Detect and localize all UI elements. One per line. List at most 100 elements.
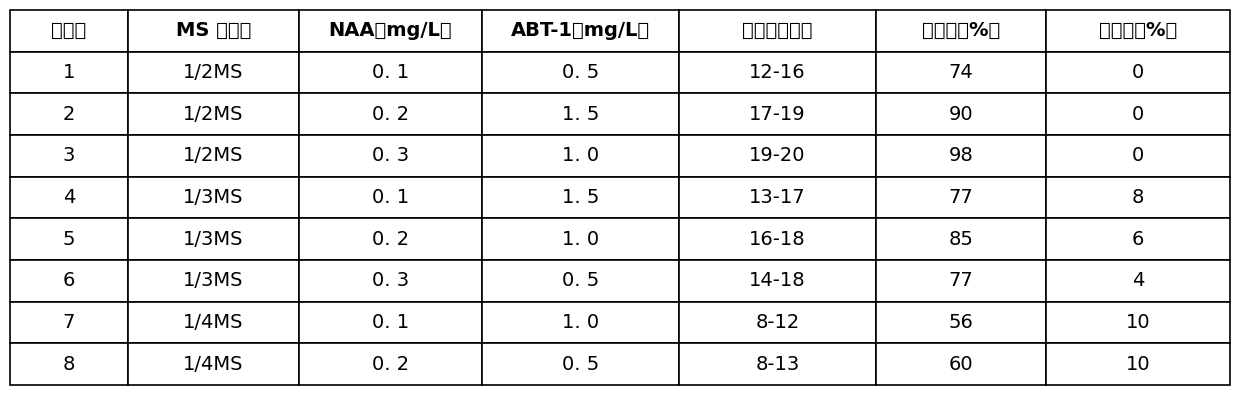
Text: 2: 2 (63, 105, 76, 124)
Text: 0. 2: 0. 2 (372, 355, 409, 374)
Text: 10: 10 (1126, 355, 1151, 374)
Text: 褐化率（%）: 褐化率（%） (1099, 21, 1177, 40)
Bar (875, 93, 1047, 135)
Text: 13-17: 13-17 (749, 188, 806, 207)
Bar (128, 52, 299, 93)
Text: 6: 6 (63, 271, 76, 290)
Text: 1. 5: 1. 5 (562, 188, 599, 207)
Text: 1. 0: 1. 0 (562, 313, 599, 332)
Text: 16-18: 16-18 (749, 230, 806, 249)
Text: 0. 3: 0. 3 (372, 271, 409, 290)
Bar (299, 93, 482, 135)
Bar (680, 10, 875, 52)
Text: 1/3MS: 1/3MS (184, 230, 243, 249)
Text: 1. 5: 1. 5 (562, 105, 599, 124)
Bar (10, 177, 128, 218)
Bar (482, 52, 680, 93)
Text: 74: 74 (949, 63, 973, 82)
Bar (680, 343, 875, 385)
Bar (875, 135, 1047, 177)
Text: 1/2MS: 1/2MS (184, 63, 243, 82)
Bar (128, 218, 299, 260)
Bar (10, 260, 128, 302)
Bar (680, 260, 875, 302)
Bar (10, 135, 128, 177)
Text: 4: 4 (63, 188, 76, 207)
Bar (299, 10, 482, 52)
Text: 0. 1: 0. 1 (372, 313, 409, 332)
Text: 10: 10 (1126, 313, 1151, 332)
Bar (680, 302, 875, 343)
Text: 8: 8 (63, 355, 76, 374)
Bar (482, 10, 680, 52)
Bar (482, 218, 680, 260)
Text: 0. 3: 0. 3 (372, 146, 409, 165)
Text: 19-20: 19-20 (749, 146, 806, 165)
Bar (1047, 177, 1230, 218)
Bar (10, 343, 128, 385)
Text: 0: 0 (1132, 146, 1145, 165)
Bar (128, 302, 299, 343)
Text: 1/4MS: 1/4MS (184, 313, 243, 332)
Text: 1/3MS: 1/3MS (184, 271, 243, 290)
Text: 98: 98 (949, 146, 973, 165)
Text: 1: 1 (63, 63, 76, 82)
Bar (1047, 343, 1230, 385)
Text: ABT-1（mg/L）: ABT-1（mg/L） (511, 21, 650, 40)
Bar (128, 260, 299, 302)
Bar (128, 343, 299, 385)
Bar (1047, 135, 1230, 177)
Bar (299, 302, 482, 343)
Text: 17-19: 17-19 (749, 105, 806, 124)
Text: 1/4MS: 1/4MS (184, 355, 243, 374)
Text: 8-13: 8-13 (755, 355, 800, 374)
Text: 14-18: 14-18 (749, 271, 806, 290)
Text: 77: 77 (949, 188, 973, 207)
Bar (875, 260, 1047, 302)
Bar (482, 302, 680, 343)
Text: 5: 5 (63, 230, 76, 249)
Bar (10, 302, 128, 343)
Text: NAA（mg/L）: NAA（mg/L） (329, 21, 453, 40)
Bar (875, 177, 1047, 218)
Bar (299, 177, 482, 218)
Bar (299, 218, 482, 260)
Text: 试验组: 试验组 (51, 21, 87, 40)
Bar (875, 343, 1047, 385)
Text: 0. 1: 0. 1 (372, 63, 409, 82)
Bar (875, 52, 1047, 93)
Text: 60: 60 (949, 355, 973, 374)
Text: 0. 2: 0. 2 (372, 105, 409, 124)
Bar (1047, 10, 1230, 52)
Bar (680, 93, 875, 135)
Bar (128, 177, 299, 218)
Bar (482, 343, 680, 385)
Bar (1047, 218, 1230, 260)
Text: 0. 5: 0. 5 (562, 271, 599, 290)
Text: 1. 0: 1. 0 (562, 230, 599, 249)
Text: 生根数（条）: 生根数（条） (743, 21, 812, 40)
Text: 0. 1: 0. 1 (372, 188, 409, 207)
Text: 0. 5: 0. 5 (562, 355, 599, 374)
Bar (10, 218, 128, 260)
Text: 12-16: 12-16 (749, 63, 806, 82)
Text: 7: 7 (63, 313, 76, 332)
Bar (680, 218, 875, 260)
Bar (875, 218, 1047, 260)
Bar (875, 302, 1047, 343)
Text: 90: 90 (949, 105, 973, 124)
Bar (128, 10, 299, 52)
Bar (128, 135, 299, 177)
Bar (10, 10, 128, 52)
Text: 3: 3 (63, 146, 76, 165)
Bar (1047, 52, 1230, 93)
Text: 56: 56 (949, 313, 973, 332)
Bar (680, 177, 875, 218)
Bar (299, 52, 482, 93)
Bar (1047, 260, 1230, 302)
Bar (482, 260, 680, 302)
Bar (875, 10, 1047, 52)
Text: 8: 8 (1132, 188, 1145, 207)
Bar (299, 260, 482, 302)
Bar (1047, 302, 1230, 343)
